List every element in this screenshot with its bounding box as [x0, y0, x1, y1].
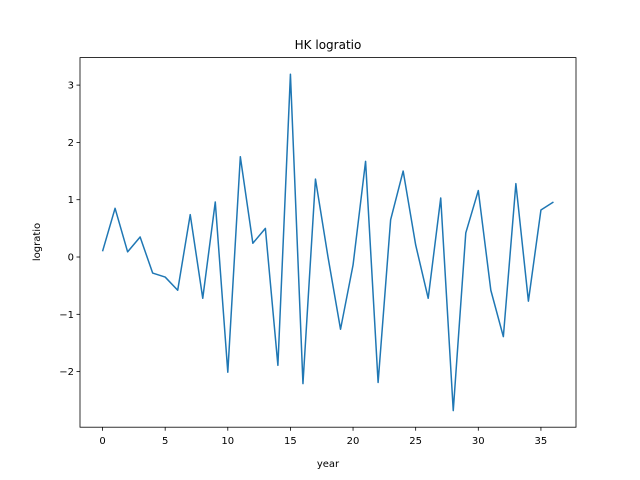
x-tick-label: 30 — [472, 436, 485, 447]
x-axis-label: year — [317, 459, 340, 470]
plot-frame — [79, 57, 577, 428]
x-tick-label: 20 — [347, 436, 360, 447]
x-tick-label: 10 — [221, 436, 234, 447]
x-tick-label: 25 — [409, 436, 422, 447]
y-tick-label: 0 — [68, 253, 74, 264]
y-tick-label: −2 — [59, 367, 74, 378]
x-tick-label: 0 — [99, 436, 105, 447]
line — [101, 73, 554, 412]
y-axis-label: logratio — [32, 223, 43, 261]
x-tick-label: 15 — [284, 436, 297, 447]
y-tick-label: 1 — [68, 195, 74, 206]
y-tick-label: −1 — [59, 310, 74, 321]
x-tick-label: 5 — [162, 436, 168, 447]
y-tick-label: 3 — [68, 81, 74, 92]
x-tick-label: 35 — [535, 436, 548, 447]
chart-title: HK logratio — [295, 38, 362, 52]
y-tick-label: 2 — [68, 138, 74, 149]
